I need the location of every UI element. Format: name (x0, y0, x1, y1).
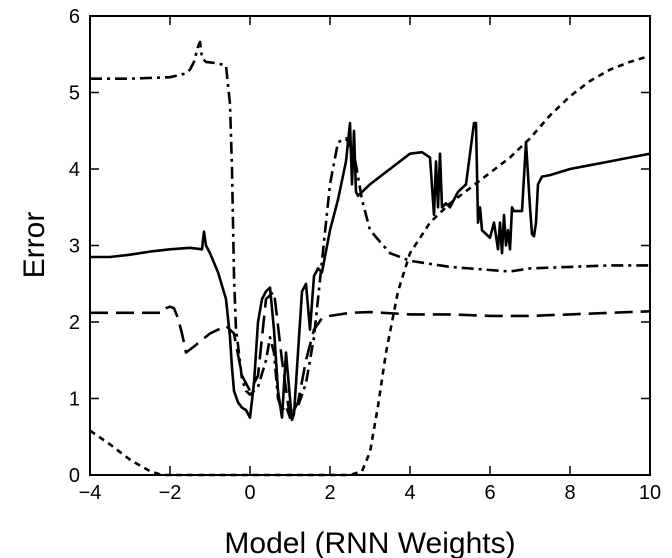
x-tick-label: 4 (404, 482, 415, 504)
x-tick-label: 6 (484, 482, 495, 504)
x-tick-label: 8 (564, 482, 575, 504)
x-axis-title: Model (RNN Weights) (224, 527, 515, 558)
y-tick-label: 0 (69, 465, 80, 487)
x-tick-label: −4 (79, 482, 102, 504)
x-tick-label: 2 (324, 482, 335, 504)
y-tick-label: 6 (69, 6, 80, 28)
series-layer (89, 40, 651, 477)
y-tick-label: 3 (69, 236, 80, 258)
axis-ticks: −4 −2 0 2 4 6 8 10 0 1 2 3 4 5 6 (69, 6, 661, 504)
series-line-dash-dot (90, 40, 650, 419)
series-line-short-dash (89, 54, 651, 477)
y-tick-label: 4 (69, 159, 80, 181)
plot-frame (89, 15, 651, 476)
y-axis-title: Error (18, 212, 51, 279)
series-line-long-dash (90, 290, 651, 419)
y-tick-label: 1 (69, 389, 80, 411)
x-tick-label: −2 (159, 482, 182, 504)
y-tick-label: 2 (69, 312, 80, 334)
series-line-solid (90, 121, 651, 422)
x-tick-label: 0 (244, 482, 255, 504)
y-tick-label: 5 (69, 83, 80, 105)
x-tick-label: 10 (639, 482, 661, 504)
